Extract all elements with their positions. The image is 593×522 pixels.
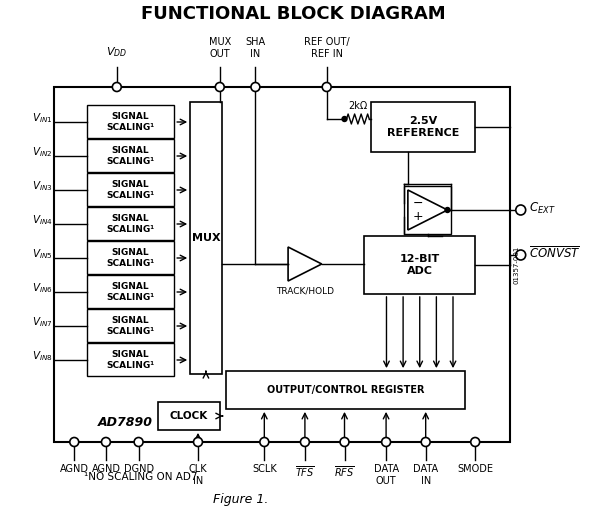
Bar — [404, 186, 451, 234]
Text: $V_{IN3}$: $V_{IN3}$ — [32, 179, 52, 193]
Circle shape — [382, 437, 391, 446]
Circle shape — [516, 250, 525, 260]
Text: $V_{IN5}$: $V_{IN5}$ — [32, 247, 52, 261]
Bar — [87, 343, 174, 376]
Circle shape — [322, 82, 331, 91]
Text: +: + — [413, 210, 423, 223]
Bar — [87, 207, 174, 240]
Text: FUNCTIONAL BLOCK DIAGRAM: FUNCTIONAL BLOCK DIAGRAM — [141, 5, 445, 23]
Text: ¹NO SCALING ON AD7: ¹NO SCALING ON AD7 — [84, 472, 197, 482]
Text: SIGNAL
SCALING¹: SIGNAL SCALING¹ — [107, 282, 155, 302]
Bar — [87, 105, 174, 138]
Bar — [55, 87, 510, 442]
Text: SIGNAL
SCALING¹: SIGNAL SCALING¹ — [107, 248, 155, 268]
Bar — [87, 309, 174, 342]
Text: $V_{IN7}$: $V_{IN7}$ — [32, 315, 52, 329]
Circle shape — [342, 116, 347, 122]
Text: SMODE: SMODE — [457, 464, 493, 474]
Bar — [158, 402, 220, 430]
Circle shape — [471, 437, 480, 446]
Text: $V_{IN6}$: $V_{IN6}$ — [31, 281, 52, 295]
Bar — [226, 371, 466, 409]
Text: $\overline{TFS}$: $\overline{TFS}$ — [295, 464, 315, 479]
Text: 01357-001: 01357-001 — [514, 245, 519, 283]
Circle shape — [421, 437, 430, 446]
Text: $V_{DD}$: $V_{DD}$ — [106, 45, 127, 59]
Text: AD7890: AD7890 — [98, 416, 153, 429]
Circle shape — [301, 437, 310, 446]
Text: SIGNAL
SCALING¹: SIGNAL SCALING¹ — [107, 180, 155, 200]
Circle shape — [445, 208, 450, 212]
Text: MUX
OUT: MUX OUT — [209, 38, 231, 59]
Bar — [371, 102, 475, 152]
Text: CLOCK: CLOCK — [170, 411, 208, 421]
Text: TRACK/HOLD: TRACK/HOLD — [276, 287, 334, 296]
Text: AGND: AGND — [60, 464, 89, 474]
Text: SIGNAL
SCALING¹: SIGNAL SCALING¹ — [107, 146, 155, 165]
Circle shape — [215, 82, 224, 91]
Text: CLK
IN: CLK IN — [189, 464, 208, 485]
Text: $V_{IN4}$: $V_{IN4}$ — [31, 213, 52, 227]
Bar — [364, 236, 475, 294]
Circle shape — [340, 437, 349, 446]
Text: $V_{IN2}$: $V_{IN2}$ — [32, 145, 52, 159]
Circle shape — [193, 437, 202, 446]
Text: 2.5V
REFERENCE: 2.5V REFERENCE — [387, 116, 460, 138]
Circle shape — [516, 205, 525, 215]
Text: SIGNAL
SCALING¹: SIGNAL SCALING¹ — [107, 316, 155, 336]
Text: Figure 1.: Figure 1. — [213, 493, 268, 506]
Text: 2kΩ: 2kΩ — [348, 101, 368, 111]
Circle shape — [251, 82, 260, 91]
Text: $V_{IN8}$: $V_{IN8}$ — [31, 349, 52, 363]
Bar — [87, 173, 174, 206]
Circle shape — [134, 437, 143, 446]
Text: OUTPUT/CONTROL REGISTER: OUTPUT/CONTROL REGISTER — [267, 385, 424, 395]
Text: SCLK: SCLK — [252, 464, 277, 474]
Text: REF OUT/
REF IN: REF OUT/ REF IN — [304, 38, 349, 59]
Bar — [87, 275, 174, 308]
Bar — [190, 102, 222, 374]
Text: DGND: DGND — [123, 464, 154, 474]
Text: AGND: AGND — [91, 464, 120, 474]
Text: $C_{EXT}$: $C_{EXT}$ — [528, 200, 555, 216]
Text: SIGNAL
SCALING¹: SIGNAL SCALING¹ — [107, 112, 155, 132]
Text: DATA
OUT: DATA OUT — [374, 464, 398, 485]
Text: MUX: MUX — [192, 233, 220, 243]
Circle shape — [112, 82, 122, 91]
Text: $\overline{RFS}$: $\overline{RFS}$ — [334, 464, 355, 479]
Text: SHA
IN: SHA IN — [246, 38, 266, 59]
Text: $\overline{CONVST}$: $\overline{CONVST}$ — [528, 245, 581, 261]
Bar — [87, 139, 174, 172]
Bar — [87, 241, 174, 274]
Circle shape — [260, 437, 269, 446]
Circle shape — [101, 437, 110, 446]
Text: DATA
IN: DATA IN — [413, 464, 438, 485]
Text: −: − — [413, 196, 423, 209]
Text: 12-BIT
ADC: 12-BIT ADC — [400, 254, 440, 276]
Text: SIGNAL
SCALING¹: SIGNAL SCALING¹ — [107, 350, 155, 370]
Text: SIGNAL
SCALING¹: SIGNAL SCALING¹ — [107, 215, 155, 234]
Circle shape — [70, 437, 79, 446]
Text: $V_{IN1}$: $V_{IN1}$ — [32, 111, 52, 125]
